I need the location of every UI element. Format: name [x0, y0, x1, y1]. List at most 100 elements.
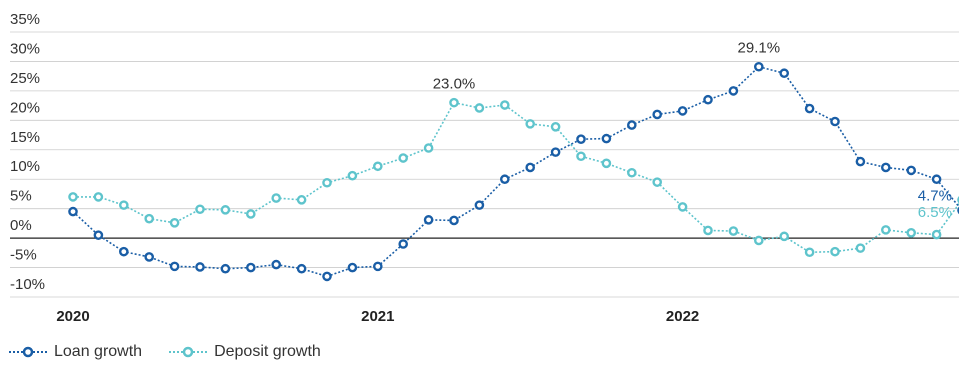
data-point[interactable] — [398, 239, 409, 249]
y-tick-label: 5% — [10, 188, 32, 205]
data-point[interactable] — [271, 259, 282, 270]
y-tick-label: 10% — [10, 158, 40, 175]
data-point[interactable] — [855, 243, 866, 253]
data-point[interactable] — [296, 195, 307, 205]
data-point[interactable] — [931, 174, 942, 185]
data-point[interactable] — [119, 200, 129, 210]
data-point[interactable] — [804, 103, 815, 114]
data-point[interactable] — [169, 261, 180, 272]
data-point[interactable] — [195, 262, 205, 272]
data-point[interactable] — [398, 153, 409, 163]
data-point[interactable] — [728, 226, 739, 236]
legend-label-deposit-growth: Deposit growth — [214, 343, 321, 360]
data-point[interactable] — [931, 229, 942, 240]
data-labels: 23.0% 6.5% 29.1% 4.7% — [433, 40, 952, 221]
data-point[interactable] — [449, 215, 459, 226]
data-point[interactable] — [423, 143, 434, 153]
data-point[interactable] — [576, 151, 586, 162]
gridlines — [10, 31, 959, 298]
data-point[interactable] — [881, 162, 891, 173]
data-point[interactable] — [296, 263, 307, 274]
data-point[interactable] — [474, 103, 485, 113]
y-tick-label: 0% — [10, 217, 32, 234]
legend-item-deposit-growth[interactable]: Deposit growth — [168, 343, 321, 361]
data-point[interactable] — [220, 205, 231, 215]
x-tick-label: 2022 — [666, 308, 699, 325]
data-point[interactable] — [855, 156, 866, 167]
y-tick-label: 20% — [10, 99, 40, 116]
data-point[interactable] — [169, 217, 180, 228]
data-point[interactable] — [601, 133, 612, 144]
y-tick-label: -10% — [10, 276, 45, 293]
data-point[interactable] — [220, 263, 231, 274]
data-point[interactable] — [677, 202, 688, 212]
data-point[interactable] — [627, 120, 637, 130]
data-point[interactable] — [779, 68, 790, 79]
data-point[interactable] — [119, 246, 129, 257]
y-tick-label: 35% — [10, 11, 40, 28]
legend-swatch-deposit-growth — [169, 346, 208, 358]
data-point[interactable] — [144, 252, 154, 262]
data-point[interactable] — [499, 100, 510, 110]
data-point[interactable] — [195, 204, 205, 215]
data-point[interactable] — [271, 193, 282, 203]
y-axis-ticks: 35% 30% 25% 20% 15% 10% 5% 0% -5% -10% — [10, 11, 45, 293]
data-point[interactable] — [677, 106, 688, 116]
data-point[interactable] — [576, 134, 586, 144]
data-point[interactable] — [423, 215, 434, 225]
data-point[interactable] — [703, 225, 713, 236]
y-tick-label: -5% — [10, 247, 37, 264]
data-point[interactable] — [906, 165, 917, 176]
data-point[interactable] — [804, 247, 815, 258]
data-point[interactable] — [550, 147, 561, 157]
series-line — [73, 101, 959, 254]
legend: Loan growth Deposit growth — [8, 343, 321, 361]
data-point[interactable] — [906, 228, 917, 238]
data-point[interactable] — [144, 213, 154, 224]
data-point[interactable] — [372, 161, 383, 172]
x-tick-label: 2020 — [56, 308, 89, 325]
series-loan-growth — [68, 61, 959, 282]
x-tick-label: 2021 — [361, 308, 394, 325]
data-point[interactable] — [830, 116, 840, 127]
data-point[interactable] — [322, 271, 332, 282]
data-point[interactable] — [652, 177, 663, 187]
data-label: 6.5% — [918, 204, 952, 221]
data-point[interactable] — [652, 109, 663, 120]
data-point[interactable] — [601, 158, 612, 169]
data-point[interactable] — [93, 192, 104, 202]
data-point[interactable] — [68, 192, 78, 202]
line-chart-plot: 35% 30% 25% 20% 15% 10% 5% 0% -5% -10% 2020 2021 20… — [10, 11, 959, 325]
y-tick-label: 30% — [10, 40, 40, 57]
data-point[interactable] — [68, 206, 78, 217]
legend-item-loan-growth[interactable]: Loan growth — [8, 343, 142, 361]
data-point[interactable] — [245, 209, 256, 219]
data-point[interactable] — [474, 200, 485, 210]
y-tick-label: 25% — [10, 70, 40, 87]
data-point[interactable] — [449, 97, 459, 108]
data-point[interactable] — [245, 262, 256, 273]
data-point[interactable] — [754, 61, 764, 72]
data-point[interactable] — [881, 225, 891, 235]
data-point[interactable] — [728, 86, 739, 96]
data-point[interactable] — [372, 261, 383, 272]
data-point[interactable] — [525, 119, 536, 129]
data-point[interactable] — [703, 94, 713, 105]
data-point[interactable] — [830, 246, 840, 257]
data-point[interactable] — [779, 231, 790, 242]
series-line — [72, 65, 959, 278]
legend-label-loan-growth: Loan growth — [54, 343, 143, 360]
data-point[interactable] — [347, 262, 358, 273]
data-point[interactable] — [550, 122, 561, 132]
data-point[interactable] — [322, 177, 332, 188]
data-label: 4.7% — [918, 187, 952, 204]
data-point[interactable] — [93, 230, 104, 240]
y-tick-label: 15% — [10, 129, 40, 146]
data-point[interactable] — [754, 235, 764, 246]
data-point[interactable] — [499, 174, 510, 185]
data-label: 23.0% — [433, 76, 476, 93]
data-point[interactable] — [627, 167, 637, 178]
data-point[interactable] — [347, 170, 358, 181]
data-point[interactable] — [525, 162, 536, 173]
